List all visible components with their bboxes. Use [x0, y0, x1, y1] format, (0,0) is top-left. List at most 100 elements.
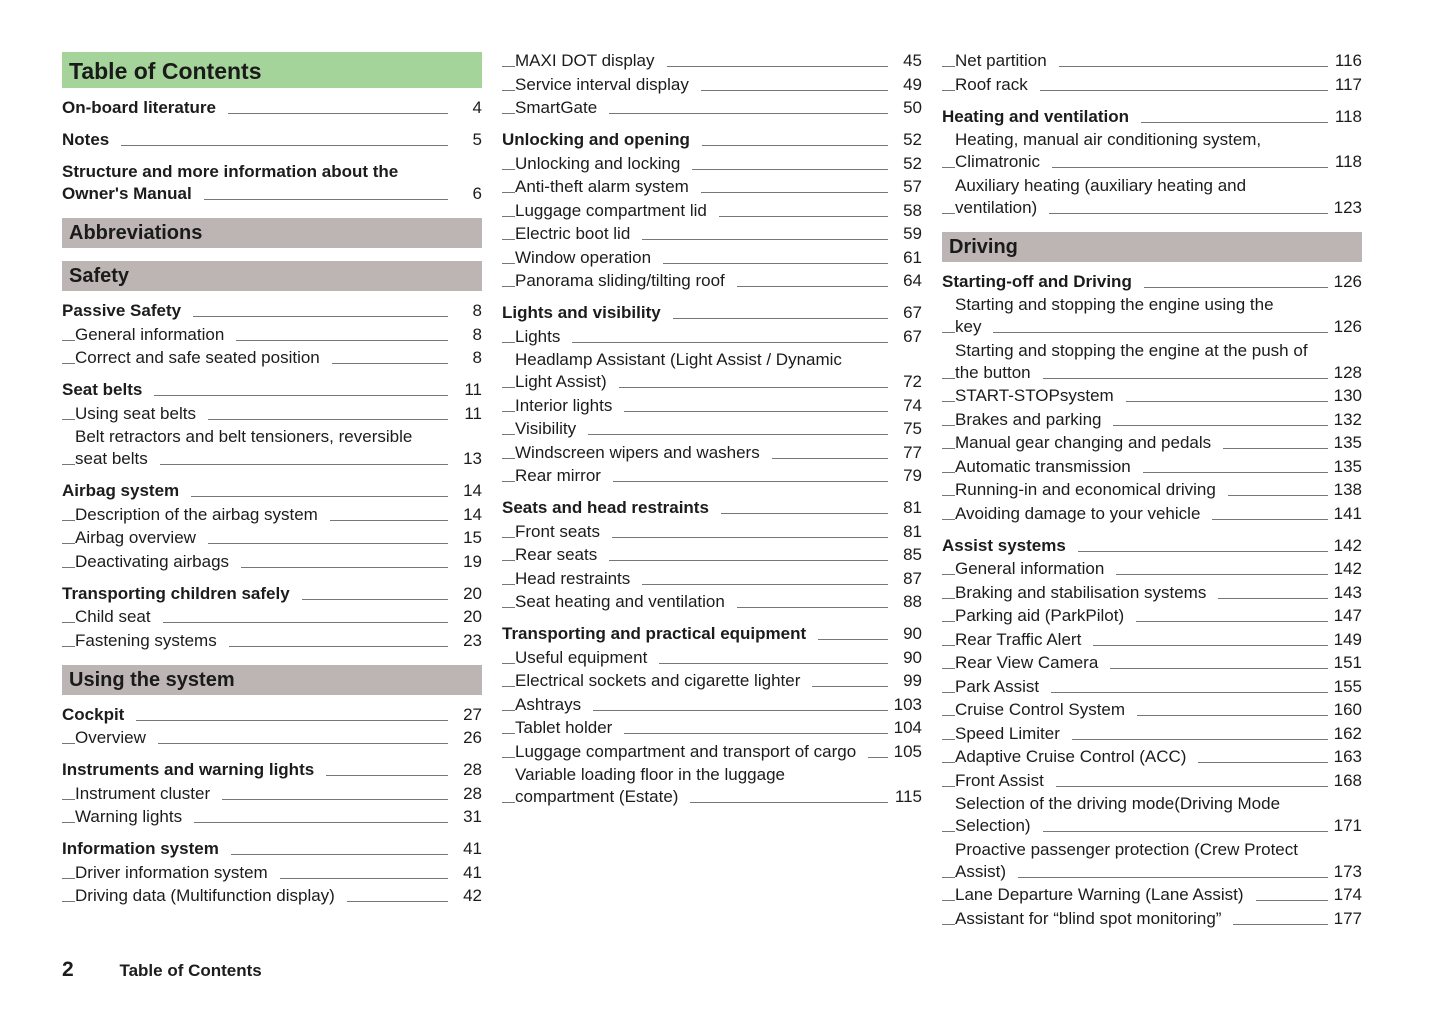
page-ref: 142 — [1333, 535, 1362, 555]
toc-entry-speed-limiter[interactable]: Speed Limiter 162 — [942, 723, 1362, 745]
toc-chapter-lights-and-visibility[interactable]: Lights and visibility 67 — [502, 302, 922, 324]
toc-entry-braking-and-stabilisation-systems[interactable]: Braking and stabilisation systems 143 — [942, 582, 1362, 604]
toc-chapter-airbag-system[interactable]: Airbag system 14 — [62, 480, 482, 502]
toc-entry-general-information[interactable]: General information 8 — [62, 324, 482, 346]
toc-entry-selection-of-the-driving-mode-driving-mode-selection[interactable]: Selection of the driving mode(Driving Mo… — [942, 793, 1362, 837]
page-ref: 171 — [1333, 816, 1362, 835]
toc-entry-electric-boot-lid[interactable]: Electric boot lid 59 — [502, 223, 922, 245]
toc-entry-windscreen-wipers-and-washers[interactable]: Windscreen wipers and washers 77 — [502, 442, 922, 464]
toc-entry-lane-departure-warning-lane-assist[interactable]: Lane Departure Warning (Lane Assist) 174 — [942, 884, 1362, 906]
toc-entry-warning-lights[interactable]: Warning lights 31 — [62, 806, 482, 828]
toc-entry-variable-loading-floor-in-the-luggage-compartment-estate[interactable]: Variable loading floor in the luggage co… — [502, 764, 922, 808]
toc-entry-ashtrays[interactable]: Ashtrays 103 — [502, 694, 922, 716]
toc-entry-general-information[interactable]: General information 142 — [942, 558, 1362, 580]
toc-entry-net-partition[interactable]: Net partition 116 — [942, 50, 1362, 72]
toc-entry-seat-heating-and-ventilation[interactable]: Seat heating and ventilation 88 — [502, 591, 922, 613]
entry-title: Rear mirror — [515, 466, 613, 485]
leader-line — [62, 395, 448, 396]
toc-entry-auxiliary-heating-auxiliary-heating-and-ventilation[interactable]: Auxiliary heating (auxiliary heating and… — [942, 175, 1362, 219]
leader-line — [942, 401, 1328, 402]
entry-title: Heating and ventilation — [942, 106, 1142, 126]
toc-entry-front-seats[interactable]: Front seats 81 — [502, 521, 922, 543]
page-ref: 99 — [903, 671, 922, 690]
toc-entry-unlocking-and-locking[interactable]: Unlocking and locking 52 — [502, 153, 922, 175]
toc-entry-front-assist[interactable]: Front Assist 168 — [942, 770, 1362, 792]
toc-entry-rear-traffic-alert[interactable]: Rear Traffic Alert 149 — [942, 629, 1362, 651]
toc-chapter-on-board-literature[interactable]: On-board literature 4 — [62, 97, 482, 119]
page-ref: 162 — [1333, 723, 1362, 743]
entry-title: Luggage compartment lid — [515, 200, 719, 220]
toc-entry-rear-seats[interactable]: Rear seats 85 — [502, 544, 922, 566]
toc-chapter-seats-and-head-restraints[interactable]: Seats and head restraints 81 — [502, 497, 922, 519]
toc-entry-correct-and-safe-seated-position[interactable]: Correct and safe seated position 8 — [62, 347, 482, 369]
toc-entry-deactivating-airbags[interactable]: Deactivating airbags 19 — [62, 551, 482, 573]
toc-entry-maxi-dot-display[interactable]: MAXI DOT display 45 — [502, 50, 922, 72]
toc-chapter-transporting-children-safely[interactable]: Transporting children safely 20 — [62, 583, 482, 605]
toc-entry-proactive-passenger-protection-crew-protect-assist[interactable]: Proactive passenger protection (Crew Pro… — [942, 839, 1362, 883]
toc-chapter-unlocking-and-opening[interactable]: Unlocking and opening 52 — [502, 129, 922, 151]
page-ref: 67 — [903, 303, 922, 322]
toc-entry-starting-and-stopping-the-engine-using-the-key[interactable]: Starting and stopping the engine using t… — [942, 294, 1362, 338]
toc-entry-luggage-compartment-and-transport-of-cargo[interactable]: Luggage compartment and transport of car… — [502, 741, 922, 763]
page-ref: 19 — [463, 551, 482, 571]
toc-chapter-cockpit[interactable]: Cockpit 27 — [62, 704, 482, 726]
toc-entry-running-in-and-economical-driving[interactable]: Running-in and economical driving 138 — [942, 479, 1362, 501]
toc-entry-driving-data-multifunction-display[interactable]: Driving data (Multifunction display) 42 — [62, 885, 482, 907]
toc-entry-anti-theft-alarm-system[interactable]: Anti-theft alarm system 57 — [502, 176, 922, 198]
page-ref: 27 — [463, 704, 482, 724]
toc-entry-manual-gear-changing-and-pedals[interactable]: Manual gear changing and pedals 135 — [942, 432, 1362, 454]
toc-entry-visibility[interactable]: Visibility 75 — [502, 418, 922, 440]
toc-chapter-information-system[interactable]: Information system 41 — [62, 838, 482, 860]
toc-entry-starting-and-stopping-the-engine-at-the-push-of-the-button[interactable]: Starting and stopping the engine at the … — [942, 340, 1362, 384]
toc-chapter-transporting-and-practical-equipment[interactable]: Transporting and practical equipment 90 — [502, 623, 922, 645]
toc-entry-driver-information-system[interactable]: Driver information system 41 — [62, 862, 482, 884]
toc-chapter-starting-off-and-driving[interactable]: Starting-off and Driving 126 — [942, 271, 1362, 293]
leader-line — [502, 239, 888, 240]
toc-entry-smartgate[interactable]: SmartGate 50 — [502, 97, 922, 119]
toc-entry-useful-equipment[interactable]: Useful equipment 90 — [502, 647, 922, 669]
toc-entry-overview[interactable]: Overview 26 — [62, 727, 482, 749]
entry-title: Rear seats — [515, 545, 610, 564]
toc-entry-airbag-overview[interactable]: Airbag overview 15 — [62, 527, 482, 549]
toc-entry-child-seat[interactable]: Child seat 20 — [62, 606, 482, 628]
toc-entry-rear-view-camera[interactable]: Rear View Camera 151 — [942, 652, 1362, 674]
toc-entry-panorama-sliding-tilting-roof[interactable]: Panorama sliding/tilting roof 64 — [502, 270, 922, 292]
toc-chapter-heating-and-ventilation[interactable]: Heating and ventilation 118 — [942, 106, 1362, 128]
leader-line — [942, 738, 1328, 740]
toc-entry-park-assist[interactable]: Park Assist 155 — [942, 676, 1362, 698]
toc-entry-parking-aid-parkpilot[interactable]: Parking aid (ParkPilot) 147 — [942, 605, 1362, 627]
page-ref: 57 — [903, 177, 922, 196]
toc-entry-brakes-and-parking[interactable]: Brakes and parking 132 — [942, 409, 1362, 431]
toc-entry-avoiding-damage-to-your-vehicle[interactable]: Avoiding damage to your vehicle 141 — [942, 503, 1362, 525]
toc-entry-headlamp-assistant-light-assist-dynamic-light-assist[interactable]: Headlamp Assistant (Light Assist / Dynam… — [502, 349, 922, 393]
toc-entry-using-seat-belts[interactable]: Using seat belts 11 — [62, 403, 482, 425]
toc-entry-automatic-transmission[interactable]: Automatic transmission 135 — [942, 456, 1362, 478]
toc-entry-window-operation[interactable]: Window operation 61 — [502, 247, 922, 269]
toc-entry-adaptive-cruise-control-acc[interactable]: Adaptive Cruise Control (ACC) 163 — [942, 746, 1362, 768]
toc-entry-rear-mirror[interactable]: Rear mirror 79 — [502, 465, 922, 487]
toc-chapter-structure-and-more-information-about-the-owner-s-manual[interactable]: Structure and more information about the… — [62, 161, 482, 205]
toc-chapter-seat-belts[interactable]: Seat belts 11 — [62, 379, 482, 401]
page-ref: 116 — [1334, 51, 1362, 70]
entry-title: Instruments and warning lights — [62, 760, 327, 779]
toc-entry-electrical-sockets-and-cigarette-lighter[interactable]: Electrical sockets and cigarette lighter… — [502, 670, 922, 692]
toc-entry-head-restraints[interactable]: Head restraints 87 — [502, 568, 922, 590]
toc-entry-assistant-for-blind-spot-monitoring[interactable]: Assistant for “blind spot monitoring” 177 — [942, 908, 1362, 930]
toc-entry-luggage-compartment-lid[interactable]: Luggage compartment lid 58 — [502, 200, 922, 222]
toc-entry-description-of-the-airbag-system[interactable]: Description of the airbag system 14 — [62, 504, 482, 526]
toc-entry-service-interval-display[interactable]: Service interval display 49 — [502, 74, 922, 96]
toc-entry-lights[interactable]: Lights 67 — [502, 326, 922, 348]
toc-entry-heating-manual-air-conditioning-system-climatronic[interactable]: Heating, manual air conditioning system,… — [942, 129, 1362, 173]
toc-entry-start-stopsystem[interactable]: START-STOPsystem 130 — [942, 385, 1362, 407]
toc-entry-tablet-holder[interactable]: Tablet holder 104 — [502, 717, 922, 739]
toc-chapter-notes[interactable]: Notes 5 — [62, 129, 482, 151]
toc-chapter-instruments-and-warning-lights[interactable]: Instruments and warning lights 28 — [62, 759, 482, 781]
toc-entry-roof-rack[interactable]: Roof rack 117 — [942, 74, 1362, 96]
toc-chapter-assist-systems[interactable]: Assist systems 142 — [942, 535, 1362, 557]
toc-entry-belt-retractors-and-belt-tensioners-reversible-seat-belts[interactable]: Belt retractors and belt tensioners, rev… — [62, 426, 482, 470]
toc-entry-instrument-cluster[interactable]: Instrument cluster 28 — [62, 783, 482, 805]
toc-entry-cruise-control-system[interactable]: Cruise Control System 160 — [942, 699, 1362, 721]
toc-chapter-passive-safety[interactable]: Passive Safety 8 — [62, 300, 482, 322]
toc-entry-fastening-systems[interactable]: Fastening systems 23 — [62, 630, 482, 652]
toc-entry-interior-lights[interactable]: Interior lights 74 — [502, 395, 922, 417]
